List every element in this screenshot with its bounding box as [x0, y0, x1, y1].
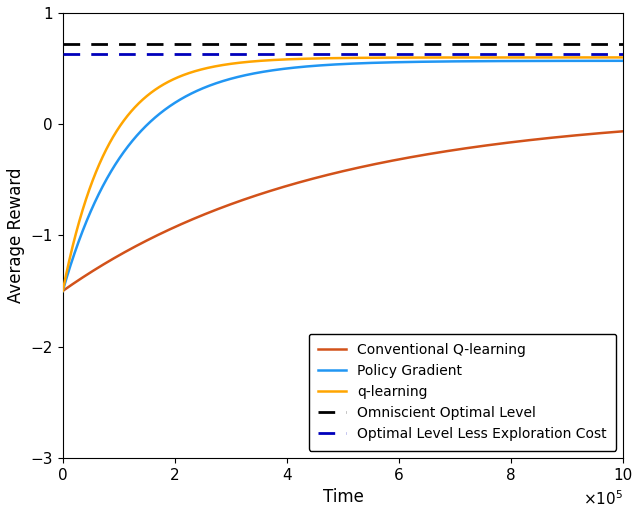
Omniscient Optimal Level	[59, 41, 67, 47]
Policy Gradient	[413, 59, 421, 65]
Policy Gradient	[204, 83, 212, 89]
Optimal Level Less Exploration Cost	[59, 50, 67, 56]
Conventional Q-learning	[268, 187, 275, 193]
Policy Gradient	[62, 278, 70, 284]
Conventional Q-learning	[620, 128, 627, 134]
Optimal Level Less Exploration Cost	[59, 50, 67, 56]
Y-axis label: Average Reward: Average Reward	[7, 168, 25, 303]
Policy Gradient	[620, 58, 627, 64]
Conventional Q-learning	[108, 256, 115, 263]
Conventional Q-learning	[59, 288, 67, 294]
Conventional Q-learning	[275, 185, 283, 191]
Conventional Q-learning	[62, 286, 70, 292]
q-learning	[62, 273, 70, 280]
Line: q-learning: q-learning	[63, 57, 623, 291]
q-learning	[204, 65, 212, 71]
q-learning	[59, 288, 67, 294]
q-learning	[275, 56, 283, 63]
Policy Gradient	[108, 168, 115, 174]
Conventional Q-learning	[204, 210, 212, 216]
Policy Gradient	[268, 67, 275, 73]
Policy Gradient	[59, 288, 67, 294]
Line: Conventional Q-learning: Conventional Q-learning	[63, 131, 623, 291]
Line: Policy Gradient: Policy Gradient	[63, 61, 623, 291]
q-learning	[620, 54, 627, 61]
q-learning	[413, 54, 421, 61]
Omniscient Optimal Level	[59, 41, 67, 47]
Policy Gradient	[275, 66, 283, 72]
X-axis label: Time: Time	[323, 488, 364, 506]
Conventional Q-learning	[413, 153, 421, 159]
q-learning	[108, 136, 115, 143]
q-learning	[268, 57, 275, 63]
Legend: Conventional Q-learning, Policy Gradient, q-learning, Omniscient Optimal Level, : Conventional Q-learning, Policy Gradient…	[308, 333, 616, 451]
Text: $\times10^5$: $\times10^5$	[583, 489, 623, 508]
